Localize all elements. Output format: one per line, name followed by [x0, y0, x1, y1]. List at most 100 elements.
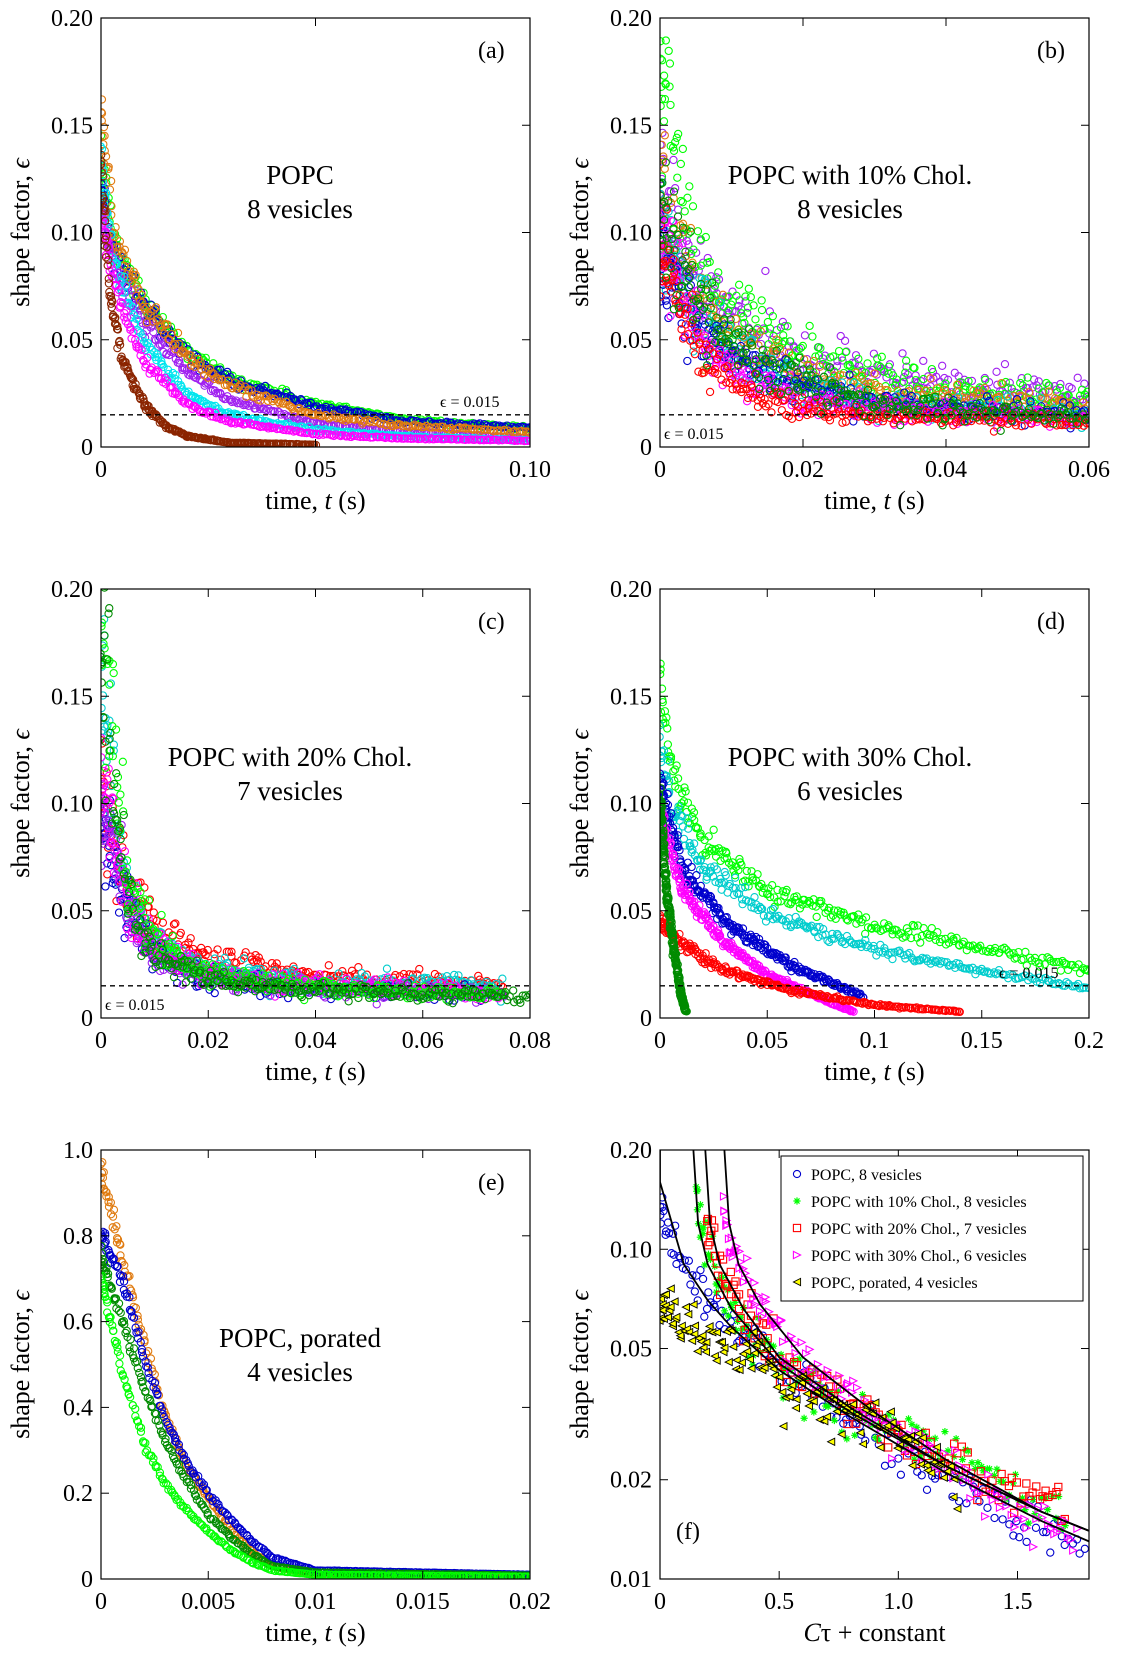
data-point: [660, 128, 667, 138]
data-point: [119, 250, 128, 259]
data-point: [863, 385, 873, 395]
data-point: [800, 331, 810, 340]
data-point: [867, 415, 877, 424]
data-point: [716, 325, 725, 334]
data-point: [932, 384, 942, 393]
data-point: [732, 385, 741, 394]
data-point: [190, 362, 199, 371]
data-point: [283, 425, 292, 434]
data-point: [121, 281, 131, 290]
data-point: [660, 101, 665, 111]
data-point: [1063, 408, 1073, 417]
data-point: [324, 961, 333, 970]
data-point: [741, 292, 750, 301]
data-point: [106, 176, 116, 186]
data-point: [152, 366, 161, 375]
data-point: [1056, 379, 1065, 389]
data-point: [660, 196, 664, 206]
data-point: [480, 425, 490, 434]
data-point: [707, 278, 717, 287]
data-point: [714, 350, 724, 359]
data-point: [151, 367, 160, 376]
data-point: [925, 394, 935, 403]
data-point: [693, 227, 703, 236]
data-point: [829, 371, 839, 380]
data-point: [770, 358, 779, 368]
threshold-label: ϵ = 0.015: [440, 394, 500, 411]
data-point: [743, 303, 753, 312]
data-point: [101, 882, 110, 891]
data-point: [940, 414, 950, 424]
data-point: [757, 305, 767, 315]
data-point: [703, 253, 712, 263]
data-point: [693, 328, 702, 337]
data-point: [380, 973, 389, 983]
data-point: [1044, 381, 1053, 390]
data-point: [467, 424, 476, 433]
data-point: [408, 970, 418, 979]
data-point: [1036, 393, 1045, 402]
data-point: [1075, 391, 1085, 400]
panel-label: (b): [1037, 38, 1065, 64]
data-point: [785, 371, 794, 380]
data-point: [870, 369, 879, 378]
data-point: [1049, 419, 1058, 429]
data-point: [728, 287, 737, 296]
data-point: [213, 945, 222, 954]
data-point: [823, 401, 833, 410]
data-point: [686, 281, 696, 290]
x-tick-label: 0.04: [925, 457, 967, 483]
data-point: [816, 409, 826, 418]
series-7: [101, 150, 321, 447]
data-point: [772, 346, 781, 355]
data-point: [123, 362, 132, 371]
data-point: [681, 320, 691, 329]
data-point: [1040, 416, 1049, 425]
data-point: [686, 223, 696, 233]
y-tick-label: 0.20: [51, 6, 93, 32]
data-point: [1011, 421, 1021, 430]
data-point: [336, 431, 345, 441]
y-tick-label: 0.10: [51, 221, 93, 247]
data-point: [203, 945, 212, 955]
data-point: [474, 971, 483, 981]
data-point: [186, 934, 195, 943]
data-point: [690, 350, 700, 359]
data-point: [146, 323, 156, 332]
data-point: [168, 368, 178, 378]
data-point: [191, 359, 200, 368]
data-point: [214, 374, 223, 384]
data-point: [742, 356, 752, 365]
data-point: [739, 384, 748, 394]
data-point: [523, 427, 530, 436]
data-point: [808, 332, 817, 341]
data-point: [785, 337, 795, 346]
data-point: [683, 193, 692, 202]
data-point: [913, 385, 923, 394]
data-point: [494, 436, 503, 445]
data-point: [810, 398, 819, 407]
data-point: [963, 409, 973, 419]
data-point: [796, 343, 806, 352]
data-point: [256, 391, 265, 400]
data-point: [669, 146, 679, 155]
data-point: [362, 432, 371, 442]
data-point: [711, 337, 720, 346]
data-point: [289, 440, 299, 447]
data-point: [1073, 373, 1082, 382]
data-point: [664, 207, 673, 216]
data-point: [714, 268, 723, 277]
data-point: [482, 977, 491, 987]
data-point: [954, 387, 963, 396]
data-point: [132, 314, 141, 324]
data-point: [923, 372, 933, 381]
data-point: [138, 298, 147, 307]
data-point: [749, 301, 758, 310]
data-point: [1017, 422, 1026, 431]
data-point: [167, 330, 176, 339]
data-point: [665, 59, 675, 68]
data-point: [129, 327, 138, 337]
data-point: [713, 369, 722, 379]
data-point: [388, 434, 397, 443]
data-point: [254, 968, 263, 977]
